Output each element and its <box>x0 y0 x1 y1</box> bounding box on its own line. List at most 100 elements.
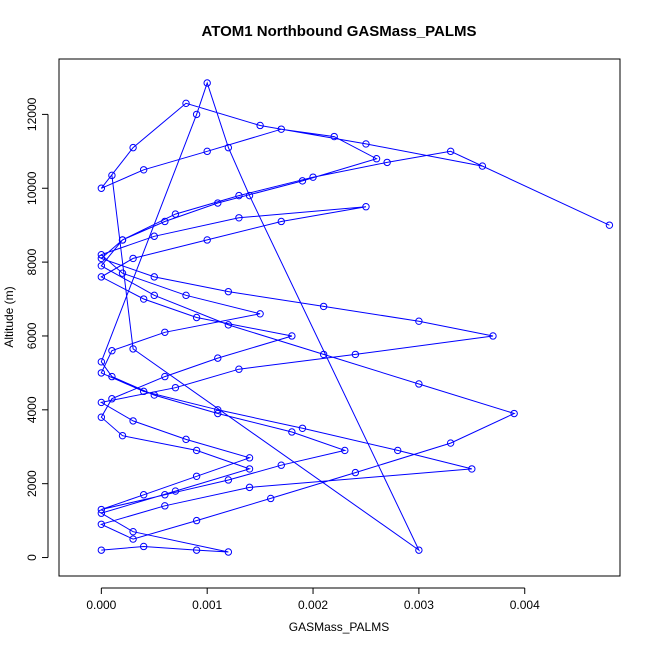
data-point <box>108 347 116 355</box>
data-point <box>139 166 148 174</box>
data-point <box>182 435 190 444</box>
data-point <box>372 155 381 163</box>
data-point <box>203 236 211 244</box>
data-point <box>139 491 148 499</box>
data-point <box>192 546 201 554</box>
data-point <box>97 505 106 514</box>
data-point <box>235 191 243 200</box>
data-point <box>351 468 360 477</box>
data-point <box>214 354 222 362</box>
data-point <box>129 143 137 152</box>
data-point <box>97 254 106 263</box>
data-point <box>383 158 391 167</box>
data-point <box>171 210 180 218</box>
data-point <box>478 162 487 170</box>
data-point <box>277 461 285 469</box>
y-tick-label: 0 <box>25 554 39 561</box>
y-tick-label: 8000 <box>25 248 39 275</box>
data-point <box>224 321 233 329</box>
data-point <box>351 350 360 359</box>
data-point <box>97 273 106 281</box>
data-point <box>182 291 190 300</box>
plot-frame <box>58 58 621 577</box>
data-point <box>139 542 148 551</box>
data-point <box>161 502 169 510</box>
data-point <box>468 465 476 473</box>
data-point <box>214 409 222 418</box>
data-point <box>203 79 211 87</box>
data-point <box>214 406 222 414</box>
data-point <box>510 409 518 418</box>
chart-title: ATOM1 Northbound GASMass_PALMS <box>201 23 476 40</box>
data-point <box>298 177 307 185</box>
data-point <box>97 520 106 528</box>
y-tick-label: 12000 <box>25 97 39 131</box>
data-point <box>192 472 201 480</box>
data-point <box>129 527 137 536</box>
data-point <box>192 313 201 322</box>
data-point <box>108 372 116 381</box>
data-point <box>245 191 254 200</box>
y-tick-label: 4000 <box>25 396 39 423</box>
data-point <box>288 332 296 340</box>
series-layer <box>97 79 614 556</box>
data-point <box>446 439 455 447</box>
data-point <box>277 125 285 133</box>
data-point <box>341 446 349 455</box>
data-point <box>256 121 264 130</box>
data-point <box>362 140 370 148</box>
data-point <box>394 446 402 455</box>
data-point <box>97 369 106 377</box>
data-point <box>97 413 106 421</box>
data-point <box>415 380 423 388</box>
data-point <box>214 199 222 207</box>
data-point <box>171 487 180 495</box>
x-tick-label: 0.004 <box>510 598 540 612</box>
data-point <box>224 143 233 152</box>
data-point <box>171 383 180 392</box>
data-point <box>139 387 148 396</box>
data-point <box>256 310 264 318</box>
data-point <box>203 147 211 156</box>
data-point <box>150 391 158 399</box>
data-point <box>362 203 370 211</box>
data-point <box>245 483 254 492</box>
data-point <box>192 110 201 119</box>
x-axis-label: GASMass_PALMS <box>289 620 389 634</box>
data-point <box>182 99 190 108</box>
data-point <box>605 221 614 229</box>
data-point <box>446 147 455 156</box>
data-point <box>319 302 328 311</box>
data-point <box>129 254 137 263</box>
data-point <box>319 350 328 359</box>
data-point <box>97 358 106 366</box>
data-point <box>224 476 233 484</box>
data-point <box>224 548 233 556</box>
y-tick-label: 10000 <box>25 171 39 205</box>
data-point <box>97 184 106 192</box>
data-point <box>309 173 317 181</box>
data-point <box>224 287 233 296</box>
data-point <box>97 251 106 259</box>
data-point <box>192 446 201 455</box>
x-tick-label: 0.003 <box>404 598 434 612</box>
data-point <box>118 431 127 440</box>
data-point <box>415 546 423 554</box>
data-point <box>235 365 243 373</box>
data-point <box>118 269 127 277</box>
data-point <box>298 424 307 432</box>
data-point <box>129 417 137 425</box>
data-point <box>288 428 296 436</box>
x-axis: 0.000 0.001 0.002 0.003 0.004 <box>86 587 540 612</box>
x-tick-label: 0.000 <box>86 598 116 612</box>
data-point <box>161 372 169 381</box>
y-axis-label: Altitude (m) <box>2 286 16 347</box>
data-point <box>150 232 158 240</box>
series-line <box>99 81 610 553</box>
data-point <box>161 217 169 226</box>
data-point <box>266 494 275 503</box>
data-point <box>150 291 158 300</box>
data-point <box>97 398 106 407</box>
